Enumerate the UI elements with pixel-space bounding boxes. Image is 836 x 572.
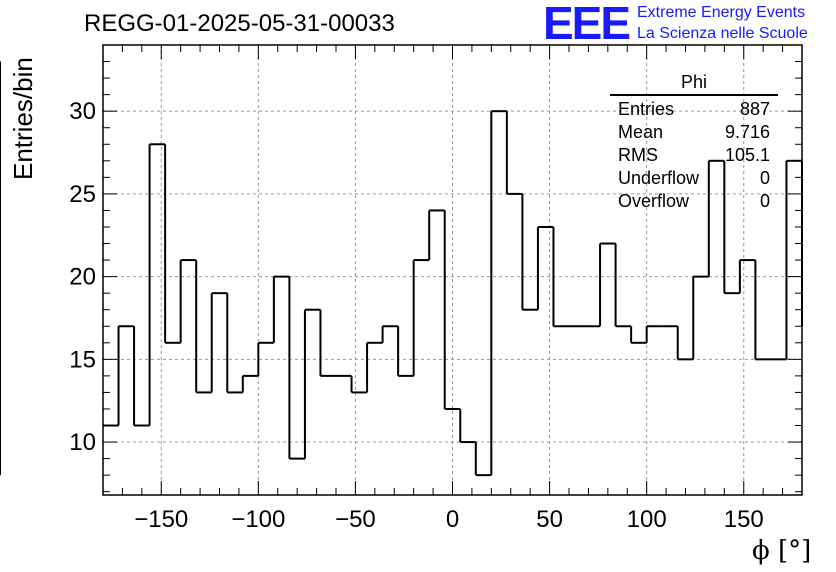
y-tick-label: 25 (69, 181, 96, 208)
stats-box: Phi Entries 887 Mean 9.716 RMS 105.1 Und… (610, 72, 778, 213)
x-tick-label: 100 (627, 506, 667, 533)
stats-title: Phi (610, 72, 778, 96)
eee-logo: EEE (543, 0, 631, 49)
stats-label: RMS (618, 145, 658, 165)
y-axis-label: Entries/bin (8, 57, 38, 180)
stats-value: 105.1 (724, 145, 770, 165)
x-tick-label: −100 (231, 506, 285, 533)
plot-frame (102, 44, 803, 496)
logo-caption-line1: Extreme Energy Events (637, 4, 806, 21)
stats-label: Entries (618, 99, 675, 119)
stats-row-overflow: Overflow 0 (610, 190, 778, 213)
x-tick-label: 50 (536, 506, 563, 533)
stats-row-mean: Mean 9.716 (610, 121, 778, 144)
stats-row-entries: Entries 887 (610, 98, 778, 121)
x-tick-label: −50 (335, 506, 376, 533)
stats-value: 887 (739, 99, 770, 119)
y-tick-label: 10 (69, 429, 96, 456)
x-tick-label: 0 (446, 506, 459, 533)
y-tick-label: 30 (69, 98, 96, 125)
stats-value: 0 (759, 168, 770, 188)
stats-label: Overflow (618, 191, 690, 211)
x-tick-label: 150 (724, 506, 764, 533)
y-tick-label: 15 (69, 346, 96, 373)
x-tick-label: −150 (134, 506, 188, 533)
stats-row-underflow: Underflow 0 (610, 167, 778, 190)
y-tick-label: 20 (69, 264, 96, 291)
stats-label: Mean (618, 122, 664, 142)
run-title: REGG-01-2025-05-31-00033 (84, 10, 395, 37)
stats-label: Underflow (618, 168, 700, 188)
stats-value: 0 (759, 191, 770, 211)
logo-caption-line2: La Scienza nelle Scuole (637, 25, 808, 42)
stats-value: 9.716 (724, 122, 770, 142)
stats-row-rms: RMS 105.1 (610, 144, 778, 167)
x-axis-label: ϕ [°] (752, 536, 812, 566)
